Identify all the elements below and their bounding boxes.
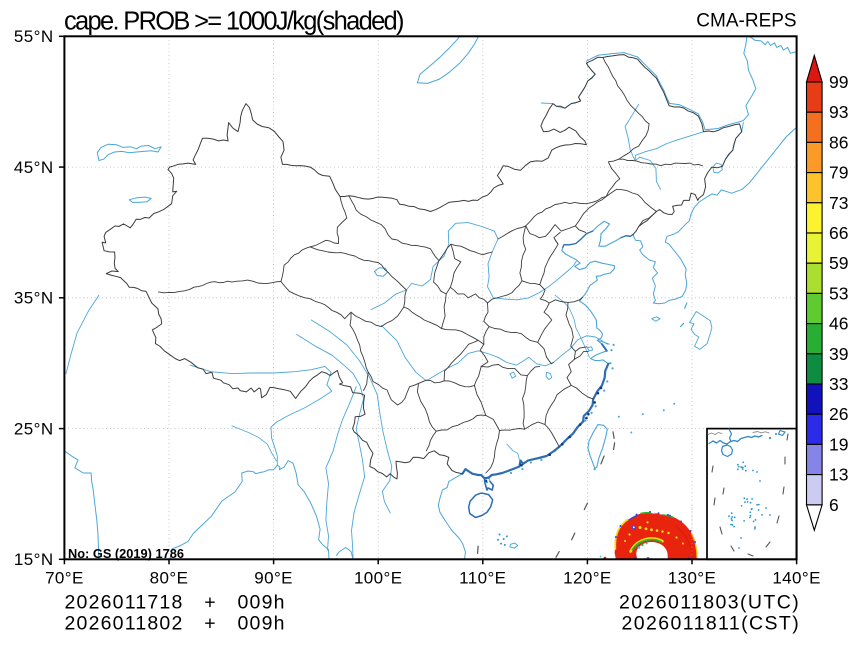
svg-text:59: 59 <box>829 253 848 273</box>
svg-text:140°E: 140°E <box>772 569 821 588</box>
svg-text:25°N: 25°N <box>14 419 54 438</box>
svg-text:99: 99 <box>829 72 848 92</box>
svg-text:6: 6 <box>829 495 839 515</box>
svg-text:90°E: 90°E <box>254 569 293 588</box>
svg-text:45°N: 45°N <box>14 158 54 177</box>
svg-text:2026011718 + 009h: 2026011718 + 009h <box>65 592 286 614</box>
svg-text:46: 46 <box>829 314 848 334</box>
svg-text:80°E: 80°E <box>150 569 189 588</box>
svg-text:100°E: 100°E <box>354 569 403 588</box>
svg-text:66: 66 <box>829 223 848 243</box>
svg-text:79: 79 <box>829 163 848 183</box>
svg-text:130°E: 130°E <box>668 569 717 588</box>
svg-text:2026011802 + 009h: 2026011802 + 009h <box>65 613 286 635</box>
svg-text:70°E: 70°E <box>45 569 84 588</box>
svg-text:No: GS (2019) 1786: No: GS (2019) 1786 <box>68 546 184 561</box>
svg-text:CMA-REPS: CMA-REPS <box>696 11 796 32</box>
svg-text:2026011803(UTC): 2026011803(UTC) <box>619 592 800 614</box>
svg-text:19: 19 <box>829 434 848 454</box>
svg-text:35°N: 35°N <box>14 289 54 308</box>
svg-text:15°N: 15°N <box>14 550 54 569</box>
svg-text:86: 86 <box>829 132 848 152</box>
svg-text:110°E: 110°E <box>459 569 506 588</box>
svg-text:55°N: 55°N <box>14 27 54 46</box>
svg-text:120°E: 120°E <box>563 569 612 588</box>
svg-text:cape. PROB >= 1000J/kg(shaded): cape. PROB >= 1000J/kg(shaded) <box>64 8 403 36</box>
svg-text:93: 93 <box>829 102 848 122</box>
svg-text:73: 73 <box>829 193 848 213</box>
svg-text:39: 39 <box>829 344 848 364</box>
svg-text:53: 53 <box>829 283 848 303</box>
svg-text:33: 33 <box>829 374 848 394</box>
svg-text:26: 26 <box>829 404 848 424</box>
svg-text:13: 13 <box>829 465 848 485</box>
svg-text:2026011811(CST): 2026011811(CST) <box>622 613 801 635</box>
